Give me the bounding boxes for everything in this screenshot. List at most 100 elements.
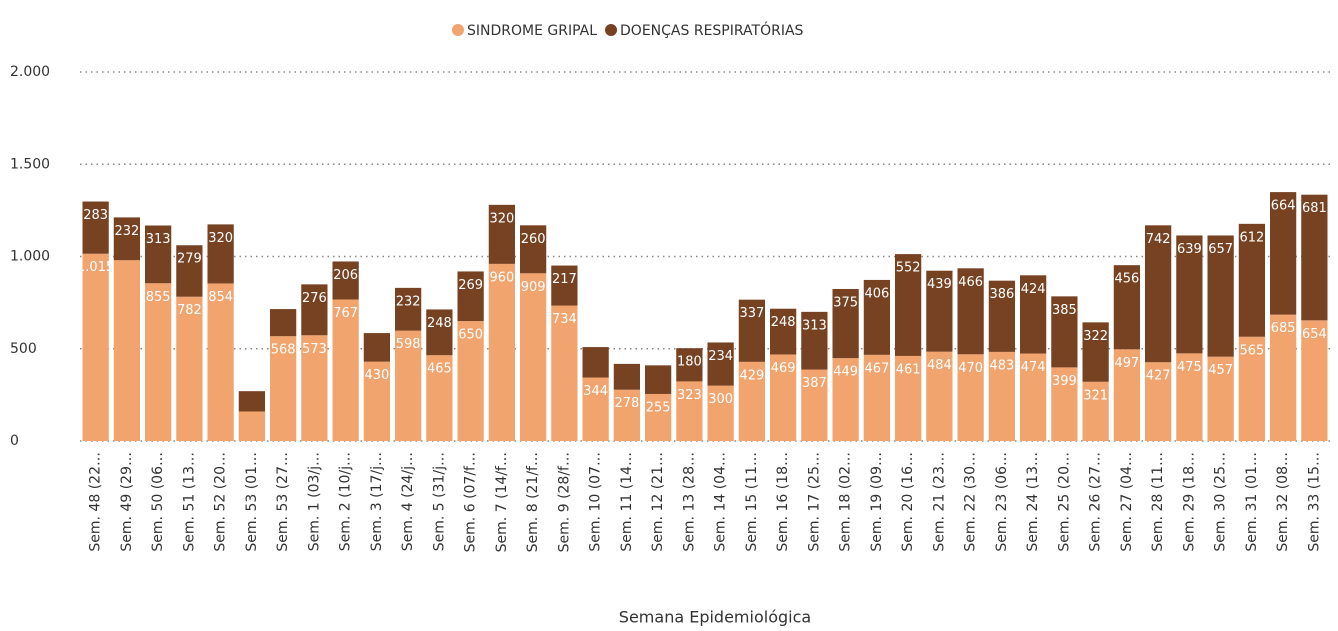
x-tick-label: Sem. 9 (28/f… <box>556 452 572 552</box>
bar-segment <box>238 391 265 412</box>
x-tick-label: Sem. 31 (01… <box>1244 452 1260 552</box>
bar-segment <box>1270 192 1297 315</box>
x-tick-label: Sem. 26 (27… <box>1088 452 1104 552</box>
bar-segment <box>801 369 828 441</box>
value-label: 475 <box>1177 360 1202 375</box>
value-label: 385 <box>1052 303 1077 318</box>
bar-segment <box>613 363 640 390</box>
x-tick-label: Sem. 33 (15… <box>1306 452 1322 552</box>
bar-segment <box>207 283 234 441</box>
bar-segment <box>645 365 672 394</box>
bar-segment <box>1145 225 1172 363</box>
bar-segment <box>1020 275 1047 354</box>
value-label: 300 <box>708 392 733 407</box>
value-label: 782 <box>177 303 202 318</box>
value-label: 470 <box>958 361 983 376</box>
x-tick-label: Sem. 14 (04… <box>713 452 729 552</box>
value-label: 650 <box>458 328 483 343</box>
bar-segment <box>457 271 484 322</box>
bar-segment <box>926 351 953 441</box>
x-tick-label: Sem. 17 (25… <box>806 452 822 552</box>
x-tick-label: Sem. 24 (13… <box>1025 452 1041 552</box>
bar-segment <box>301 284 328 336</box>
value-label: 639 <box>1177 242 1202 257</box>
bar-segment <box>988 280 1015 352</box>
x-tick-label: Sem. 30 (25… <box>1213 452 1229 552</box>
bar-segment <box>832 288 859 359</box>
bar-segment <box>332 261 359 300</box>
value-label: 497 <box>1114 356 1139 371</box>
value-label: 654 <box>1302 327 1327 342</box>
x-tick-label: Sem. 25 (20… <box>1056 452 1072 552</box>
x-tick-label: Sem. 11 (14… <box>619 452 635 552</box>
bar-segment <box>1176 353 1203 441</box>
value-label: 206 <box>333 268 358 283</box>
value-label: 248 <box>427 316 452 331</box>
bar-segment <box>395 330 422 441</box>
bar-segment <box>676 381 703 441</box>
bar-segment <box>863 354 890 441</box>
bar-segment <box>957 354 984 441</box>
value-label: 180 <box>677 355 702 370</box>
value-label: 248 <box>771 315 796 330</box>
x-tick-label: Sem. 51 (13… <box>181 452 197 552</box>
x-tick-label: Sem. 1 (03/j… <box>306 452 322 551</box>
x-tick-label: Sem. 52 (20… <box>213 452 229 552</box>
value-label: 386 <box>989 287 1014 302</box>
value-label: 612 <box>1239 230 1264 245</box>
bar-segment <box>488 204 515 264</box>
x-tick-label: Sem. 22 (30… <box>963 452 979 552</box>
value-label: 855 <box>146 290 171 305</box>
value-label: 320 <box>489 211 514 226</box>
value-label: 465 <box>427 362 452 377</box>
bar-segment <box>363 361 390 441</box>
value-label: 344 <box>583 384 608 399</box>
bar-segment <box>1301 194 1328 321</box>
x-tick-label: Sem. 48 (22… <box>88 452 104 552</box>
x-tick-label: Sem. 12 (21… <box>650 452 666 552</box>
value-label: 960 <box>489 270 514 285</box>
value-label: 909 <box>521 280 546 295</box>
value-label: 456 <box>1114 272 1139 287</box>
bar-segment <box>895 355 922 441</box>
bar-segment <box>520 225 547 274</box>
x-tick-label: Sem. 5 (31/j… <box>431 452 447 551</box>
y-tick-label: 0 <box>10 433 19 449</box>
x-tick-label: Sem. 16 (18… <box>775 452 791 552</box>
value-label: 483 <box>989 358 1014 373</box>
bar-segment <box>645 393 672 441</box>
bar-segment <box>82 201 109 254</box>
bar-segment <box>770 308 797 355</box>
value-label: 337 <box>739 306 764 321</box>
x-tick-label: Sem. 8 (21/f… <box>525 452 541 552</box>
value-label: 598 <box>396 337 421 352</box>
bar-segment <box>1113 349 1140 441</box>
bar-segment <box>895 254 922 356</box>
bar-segment <box>270 309 297 337</box>
bar-segment <box>238 411 265 441</box>
bar-segment <box>426 309 453 356</box>
bar-segment <box>582 347 609 378</box>
value-label: 217 <box>552 272 577 287</box>
value-label: 234 <box>708 349 733 364</box>
bar-segment <box>82 253 109 441</box>
bar-segment <box>832 358 859 441</box>
bar-segment <box>801 311 828 370</box>
bar-segment <box>738 361 765 441</box>
value-label: 552 <box>896 261 921 276</box>
bar-segment <box>1238 223 1265 337</box>
value-label: 424 <box>1021 282 1046 297</box>
value-label: 406 <box>864 286 889 301</box>
value-label: 313 <box>802 318 827 333</box>
x-tick-label: Sem. 19 (09… <box>869 452 885 552</box>
y-tick-label: 1.500 <box>10 156 50 172</box>
x-tick-label: Sem. 27 (04… <box>1119 452 1135 552</box>
bar-segment <box>863 279 890 355</box>
bar-segment <box>270 336 297 441</box>
value-label: 429 <box>739 368 764 383</box>
value-label: 854 <box>208 290 233 305</box>
x-tick-label: Sem. 53 (27… <box>275 452 291 552</box>
bar-segment <box>457 321 484 441</box>
x-tick-label: Sem. 15 (11… <box>744 452 760 552</box>
bar-segment <box>301 335 328 441</box>
